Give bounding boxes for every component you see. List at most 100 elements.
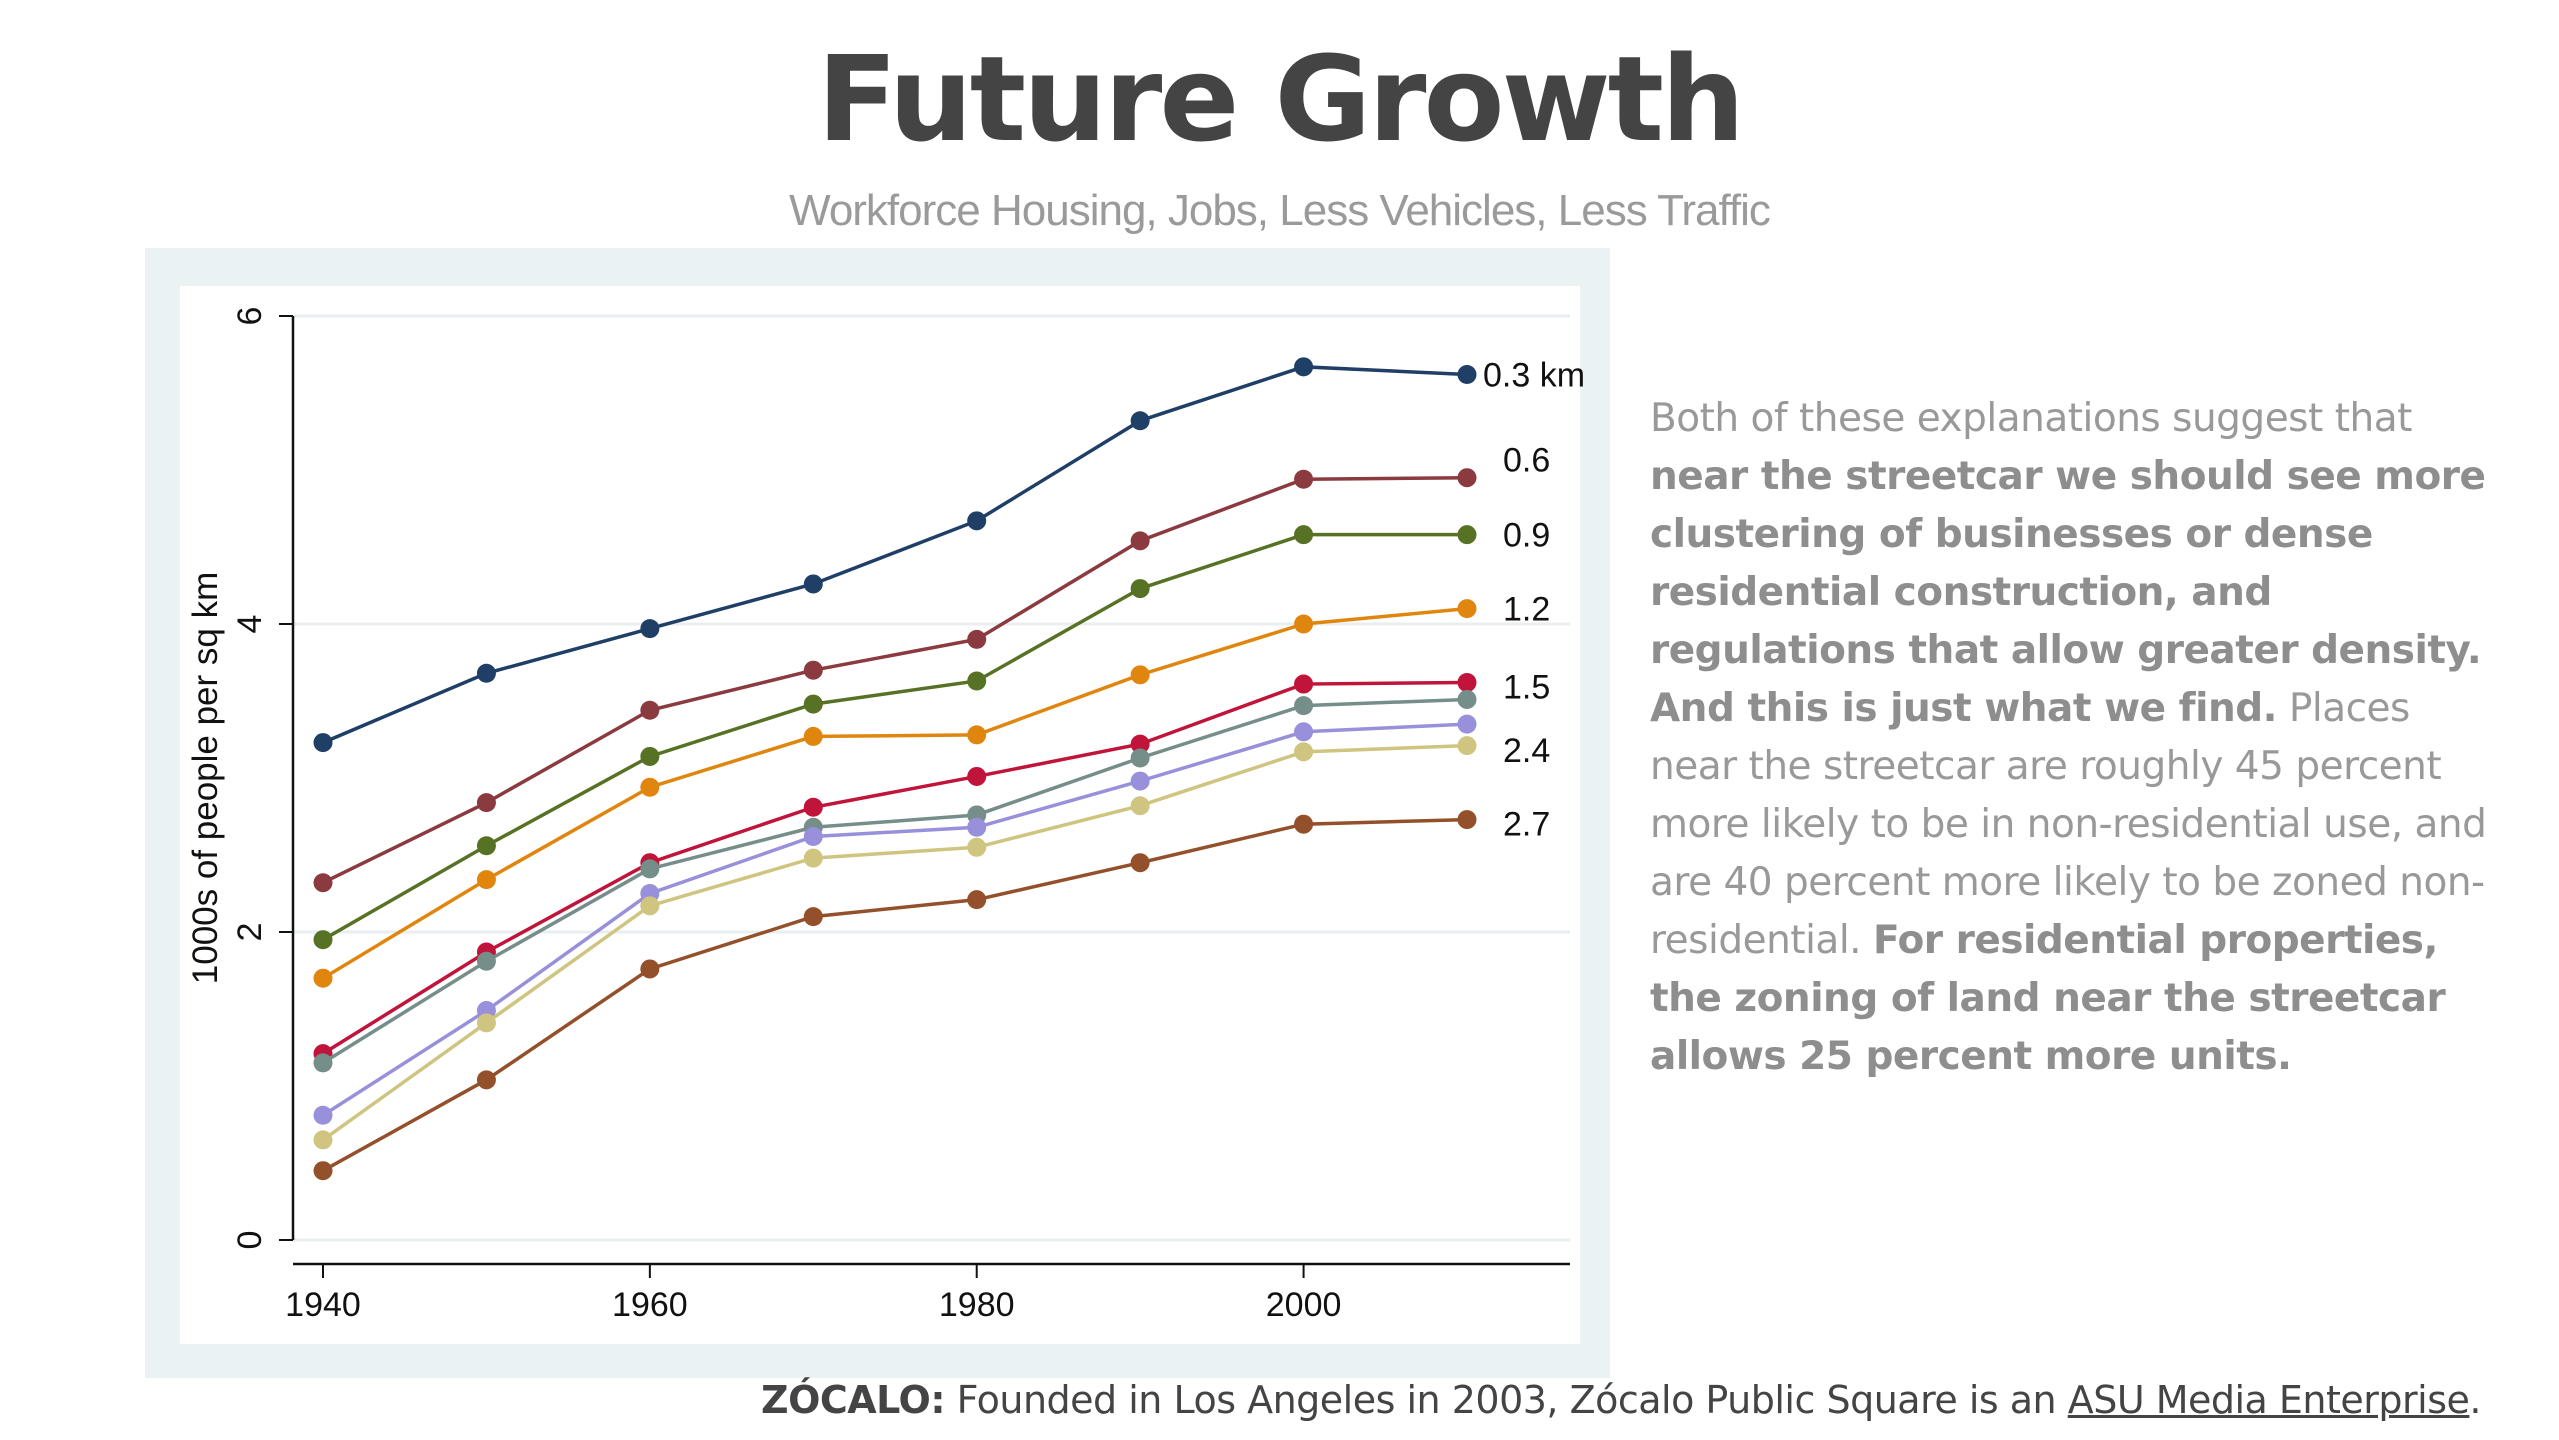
series-lines	[313, 357, 1477, 1181]
series-0-point-1950	[476, 663, 496, 683]
grid-lines	[293, 314, 1570, 1242]
series-6-point-1940	[313, 1105, 333, 1125]
series-7-point-1950	[476, 1013, 496, 1033]
series-1-point-1960	[640, 700, 660, 720]
asu-media-enterprise-link[interactable]: ASU Media Enterprise	[2067, 1378, 2470, 1422]
series-4-point-1970	[803, 797, 823, 817]
series-2-point-2010	[1457, 525, 1477, 545]
series-8-point-2010	[1457, 810, 1477, 830]
series-6-point-1980	[967, 817, 987, 837]
series-0-point-1980	[967, 511, 987, 531]
series-1-point-1970	[803, 660, 823, 680]
y-tick-label-4: 4	[231, 615, 269, 634]
explanation-bold-1: near the streetcar we should see more cl…	[1650, 454, 2486, 731]
series-1-point-2000	[1294, 469, 1314, 489]
footer-brand: ZÓCALO:	[761, 1378, 946, 1422]
plot-area	[180, 286, 1580, 1344]
axes: 0 2 4 6 1940 1960 1980 2000 1000s of people per …	[186, 307, 1570, 1324]
series-7-point-1990	[1130, 796, 1150, 816]
series-8-point-1960	[640, 959, 660, 979]
series-8-point-2000	[1294, 814, 1314, 834]
series-3-point-1950	[476, 870, 496, 890]
series-line-7	[321, 743, 1468, 1142]
series-1-point-1940	[313, 873, 333, 893]
series-7-point-2000	[1294, 742, 1314, 762]
series-8-point-1940	[313, 1161, 333, 1181]
x-tick-label-1960: 1960	[612, 1286, 688, 1324]
series-2-point-1950	[476, 836, 496, 856]
series-label-0: 0.3 km	[1483, 357, 1585, 395]
series-5-point-1960	[640, 859, 660, 879]
series-5-point-2010	[1457, 689, 1477, 709]
series-1-point-2010	[1457, 468, 1477, 488]
series-6-point-1970	[803, 827, 823, 847]
explanation-bold-2: For residential properties, the zoning o…	[1650, 918, 2446, 1079]
series-0-point-1990	[1130, 411, 1150, 431]
explanation-text: Both of these explanations suggest that …	[1650, 390, 2500, 1086]
series-5-point-1990	[1130, 748, 1150, 768]
series-line-4	[322, 680, 1468, 1056]
series-0-point-2010	[1457, 365, 1477, 385]
series-8-point-1970	[803, 907, 823, 927]
series-6-point-1990	[1130, 771, 1150, 791]
x-tick-label-1940: 1940	[285, 1286, 361, 1324]
y-tick-label-2: 2	[231, 923, 269, 942]
series-3-point-1970	[803, 726, 823, 746]
footer-text: Founded in Los Angeles in 2003, Zócalo P…	[945, 1378, 2068, 1422]
series-4-point-1990	[1130, 734, 1150, 754]
series-0-point-1960	[640, 619, 660, 639]
series-0-point-2000	[1294, 357, 1314, 377]
series-5-point-1940	[313, 1053, 333, 1073]
series-3-point-1960	[640, 777, 660, 797]
page-title: Future Growth	[817, 30, 1745, 168]
explanation-intro: Both of these explanations suggest that	[1650, 396, 2412, 441]
series-line-3	[322, 606, 1468, 980]
explanation-middle: Places near the streetcar are roughly 45…	[1650, 686, 2487, 963]
series-7-point-1940	[313, 1130, 333, 1150]
series-1-point-1950	[476, 793, 496, 813]
series-4-point-1980	[967, 766, 987, 786]
series-label-3: 1.2	[1503, 591, 1550, 629]
series-3-point-1980	[967, 725, 987, 745]
series-7-point-1960	[640, 896, 660, 916]
series-label-6: 2.4	[1503, 732, 1550, 770]
series-line-2	[322, 532, 1467, 942]
series-labels: 0.3 km 0.6 0.9 1.2 1.5 2.4 2.7	[1483, 357, 1585, 844]
series-4-point-2000	[1294, 674, 1314, 694]
series-7-point-1980	[967, 837, 987, 857]
series-0-point-1940	[313, 733, 333, 753]
y-axis-label: 1000s of people per sq km	[186, 572, 225, 984]
series-1-point-1980	[967, 629, 987, 649]
y-tick-label-6: 6	[231, 307, 269, 326]
footer-credit: ZÓCALO: Founded in Los Angeles in 2003, …	[761, 1378, 2481, 1422]
series-line-6	[322, 722, 1468, 1117]
series-3-point-1940	[313, 968, 333, 988]
series-line-8	[322, 817, 1468, 1173]
series-5-point-2000	[1294, 696, 1314, 716]
series-1-point-1990	[1130, 531, 1150, 551]
series-8-point-1980	[967, 890, 987, 910]
series-2-point-1940	[313, 930, 333, 950]
series-3-point-1990	[1130, 665, 1150, 685]
series-7-point-1970	[803, 848, 823, 868]
series-label-2: 0.9	[1503, 517, 1550, 555]
series-5-point-1950	[476, 951, 496, 971]
series-3-point-2010	[1457, 599, 1477, 619]
series-6-point-2000	[1294, 722, 1314, 742]
series-label-1: 0.6	[1503, 442, 1550, 480]
y-tick-label-0: 0	[231, 1231, 269, 1250]
series-2-point-1970	[803, 694, 823, 714]
footer-end: .	[2469, 1378, 2481, 1422]
x-tick-label-2000: 2000	[1266, 1286, 1342, 1324]
page-subtitle: Workforce Housing, Jobs, Less Vehicles, …	[789, 186, 1771, 235]
series-4-point-2010	[1457, 673, 1477, 693]
series-2-point-1960	[640, 746, 660, 766]
series-2-point-2000	[1294, 525, 1314, 545]
series-3-point-2000	[1294, 614, 1314, 634]
density-line-chart: 0 2 4 6 1940 1960 1980 2000 1000s of people per …	[180, 286, 1585, 1344]
series-0-point-1970	[803, 574, 823, 594]
series-label-4: 1.5	[1503, 669, 1550, 707]
series-6-point-2010	[1457, 714, 1477, 734]
series-line-5	[322, 697, 1468, 1065]
series-2-point-1980	[967, 671, 987, 691]
